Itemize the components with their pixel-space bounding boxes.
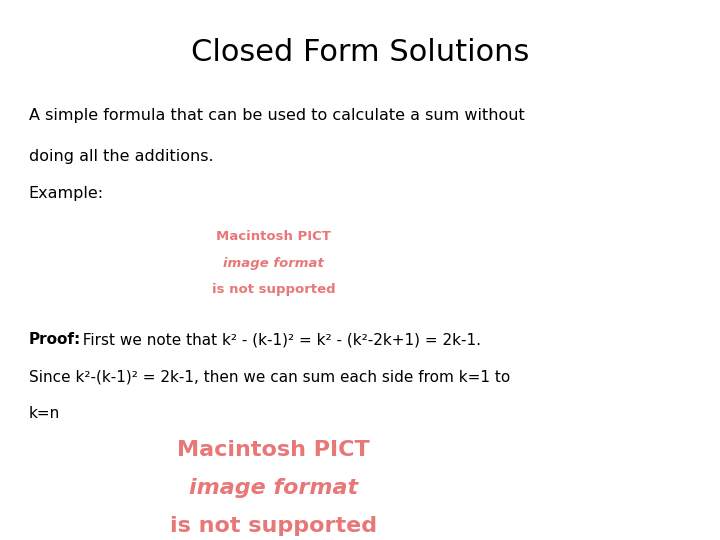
Text: Proof:: Proof:	[29, 332, 81, 347]
Text: Macintosh PICT: Macintosh PICT	[216, 230, 331, 242]
Text: is not supported: is not supported	[212, 284, 336, 296]
Text: Since k²-(k-1)² = 2k-1, then we can sum each side from k=1 to: Since k²-(k-1)² = 2k-1, then we can sum …	[29, 370, 510, 385]
Text: Macintosh PICT: Macintosh PICT	[177, 440, 370, 460]
Text: is not supported: is not supported	[170, 516, 377, 536]
Text: First we note that k² - (k-1)² = k² - (k²-2k+1) = 2k-1.: First we note that k² - (k-1)² = k² - (k…	[73, 332, 482, 347]
Text: image format: image format	[223, 256, 324, 269]
Text: image format: image format	[189, 478, 358, 498]
Text: doing all the additions.: doing all the additions.	[29, 148, 213, 164]
Text: A simple formula that can be used to calculate a sum without: A simple formula that can be used to cal…	[29, 108, 525, 123]
Text: k=n: k=n	[29, 406, 60, 421]
Text: Example:: Example:	[29, 186, 104, 201]
Text: Closed Form Solutions: Closed Form Solutions	[191, 38, 529, 67]
